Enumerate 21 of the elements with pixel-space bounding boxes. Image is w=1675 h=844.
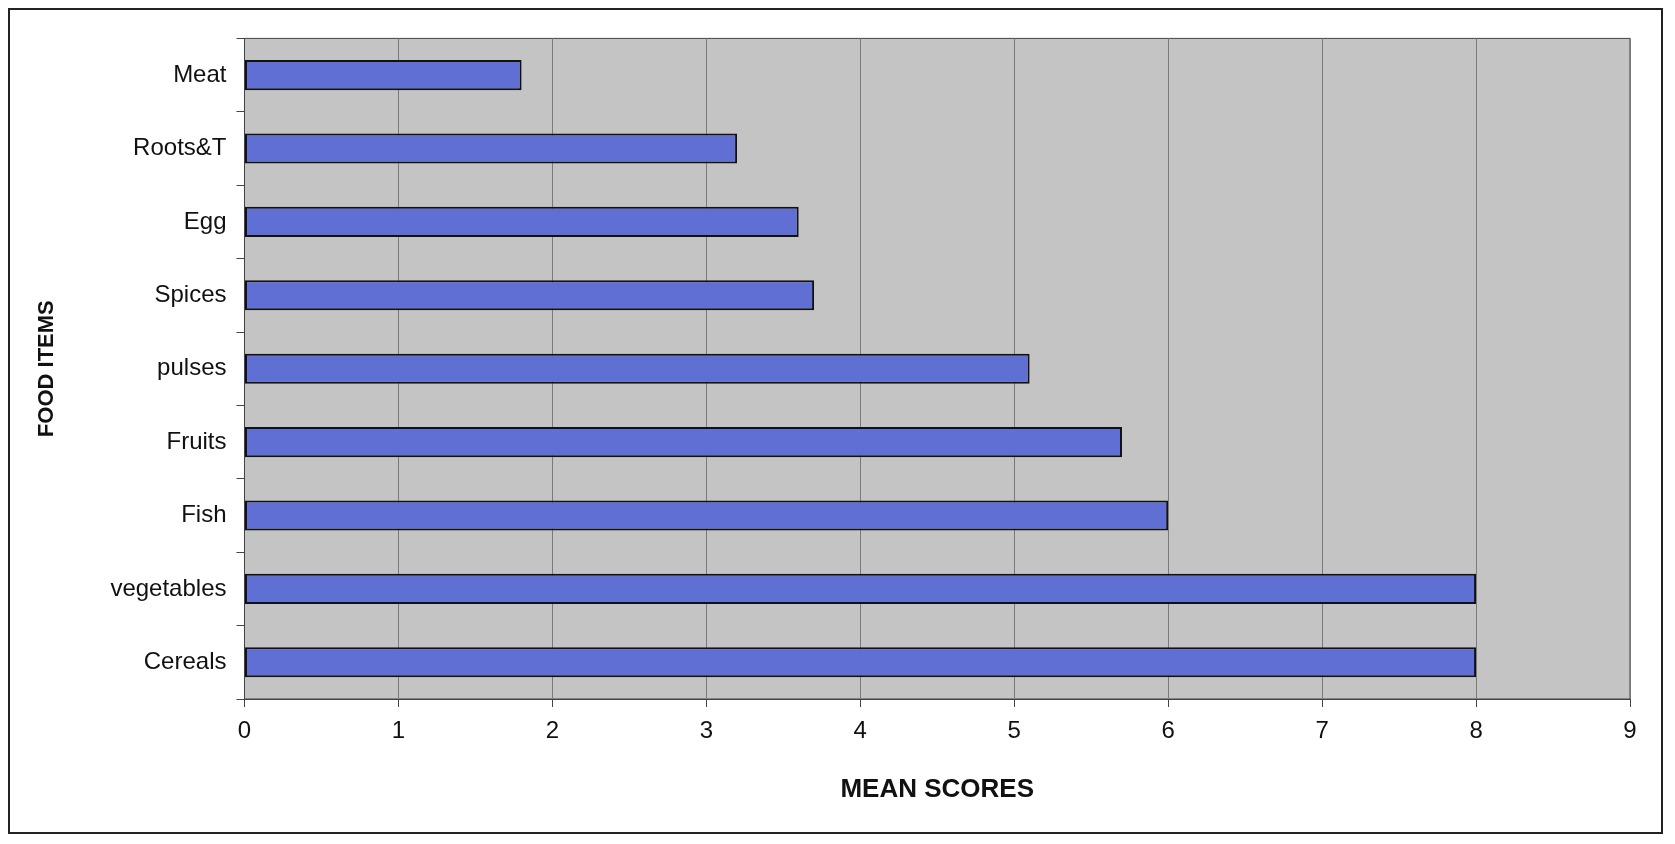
y-tick-label: Roots&T (133, 133, 227, 161)
x-tick-label: 9 (1623, 716, 1637, 744)
x-tick-label: 4 (853, 716, 867, 744)
x-tick-label: 6 (1161, 716, 1175, 744)
x-tick-label: 3 (699, 716, 713, 744)
y-tick-label: Cereals (143, 646, 227, 674)
x-tick-label: 0 (237, 716, 252, 744)
y-tick-label: Fish (181, 500, 227, 528)
y-tick-label: pulses (157, 353, 227, 381)
y-tick-label: Spices (154, 279, 227, 307)
x-tick-label: 2 (545, 716, 560, 744)
x-tick-label: 5 (1007, 716, 1021, 744)
x-tick-label: 7 (1315, 716, 1329, 744)
x-axis-title: MEAN SCORES (840, 772, 1035, 803)
y-tick-label: Fruits (166, 426, 227, 454)
y-tick-label: Meat (173, 59, 227, 87)
y-tick-label: Egg (183, 206, 227, 234)
x-tick-label: 8 (1469, 716, 1483, 744)
x-tick-label: 1 (391, 716, 406, 744)
y-tick-label: vegetables (110, 573, 227, 601)
y-axis-title: FOOD ITEMS (33, 300, 59, 438)
